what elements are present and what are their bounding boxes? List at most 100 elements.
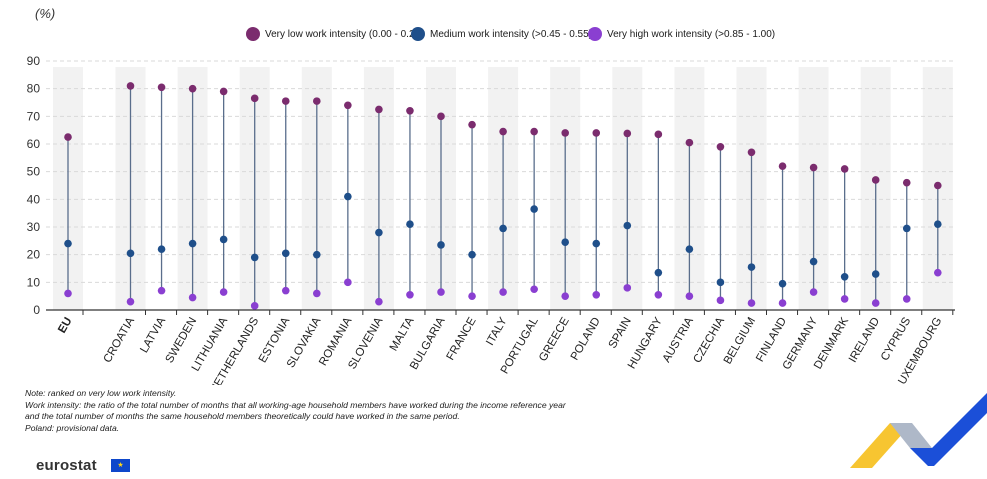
- x-tick-label: MALTA: [388, 315, 417, 353]
- data-point-series-1: [499, 224, 507, 233]
- y-tick-label: 90: [27, 54, 41, 68]
- data-point-series-0: [406, 107, 414, 115]
- data-point-series-1: [313, 250, 321, 259]
- x-tick-label: SPAIN: [607, 316, 634, 351]
- data-point-series-0: [561, 129, 569, 137]
- x-tick-label: ESTONIA: [257, 315, 293, 365]
- note-line: Note: ranked on very low work intensity.: [25, 388, 177, 398]
- data-point-series-0: [934, 181, 942, 190]
- legend-label-very-low: Very low work intensity (0.00 - 0.20): [265, 28, 424, 40]
- note-line: Poland: provisional data.: [25, 422, 120, 433]
- data-point-series-1: [592, 239, 601, 248]
- legend-label-medium: Medium work intensity (>0.45 - 0.55): [430, 28, 593, 40]
- data-point-series-0: [654, 130, 663, 139]
- x-tick-label: CROATIA: [102, 315, 138, 365]
- legend-swatch-medium: [411, 27, 425, 41]
- chart-notes: Note: ranked on very low work intensity.…: [25, 388, 566, 434]
- y-tick-label: 0: [33, 303, 40, 317]
- data-point-series-0: [530, 127, 538, 136]
- data-point-series-1: [902, 224, 911, 233]
- data-point-series-0: [592, 129, 601, 137]
- y-tick-label: 10: [27, 275, 41, 289]
- x-tick-label: CZECHIA: [691, 315, 727, 365]
- data-point-series-1: [716, 278, 725, 287]
- x-tick-label: FRANCE: [445, 315, 479, 362]
- data-point-series-1: [437, 241, 445, 249]
- data-point-series-2: [561, 292, 569, 300]
- data-point-series-1: [809, 257, 818, 266]
- y-tick-label: 30: [27, 220, 41, 234]
- data-point-series-0: [685, 138, 694, 147]
- legend-label-very-high: Very high work intensity (>0.85 - 1.00): [607, 28, 776, 40]
- data-point-series-0: [623, 129, 632, 138]
- data-point-series-0: [126, 82, 135, 90]
- eu-flag-icon: ★: [111, 459, 130, 472]
- data-point-series-0: [219, 87, 228, 96]
- data-point-series-2: [281, 286, 290, 295]
- legend-item-medium: Medium work intensity (>0.45 - 0.55): [411, 27, 592, 41]
- data-point-series-1: [219, 235, 228, 244]
- data-point-series-1: [406, 220, 414, 229]
- data-point-series-0: [499, 127, 507, 136]
- data-point-series-1: [685, 245, 694, 253]
- x-tick-label: EU: [56, 316, 74, 336]
- note-line: Work intensity: the ratio of the total n…: [25, 399, 566, 410]
- data-point-series-1: [561, 238, 569, 247]
- data-point-series-2: [716, 296, 725, 305]
- dot-plot-chart: 0 10 20 30 40 50 60 70 80 90 EU CROATIA LATVIASWEDEN…: [27, 54, 955, 385]
- data-point-series-0: [344, 101, 352, 110]
- data-point-series-2: [468, 292, 476, 300]
- x-tick-label: FINLAND: [754, 316, 789, 365]
- data-point-series-2: [809, 288, 818, 296]
- x-tick-label: SWEDEN: [164, 316, 200, 366]
- data-point-series-0: [716, 142, 725, 151]
- x-tick-label: IRELAND: [847, 316, 882, 365]
- data-point-series-0: [281, 97, 290, 105]
- unit-label: (%): [35, 6, 56, 21]
- data-point-series-1: [654, 268, 663, 277]
- data-point-series-0: [840, 165, 849, 173]
- data-point-series-1: [871, 270, 880, 278]
- y-tick-label: 80: [27, 82, 41, 96]
- data-point-series-0: [747, 148, 756, 157]
- legend-swatch-very-low: [246, 27, 260, 41]
- x-tick-label: POLAND: [569, 316, 603, 363]
- data-point-series-1: [157, 245, 166, 253]
- data-point-series-2: [344, 278, 352, 287]
- data-point-series-1: [344, 192, 352, 201]
- y-tick-label: 40: [27, 192, 41, 206]
- data-point-series-2: [934, 268, 942, 277]
- data-point-series-2: [219, 288, 228, 296]
- legend-item-very-low: Very low work intensity (0.00 - 0.20): [246, 27, 423, 41]
- data-point-series-2: [313, 289, 321, 298]
- data-point-series-0: [902, 178, 911, 187]
- note-line: and the total number of months the same …: [25, 411, 460, 421]
- data-point-series-2: [685, 292, 694, 300]
- x-tick-label: ITALY: [484, 315, 510, 347]
- chart-legend: Very low work intensity (0.00 - 0.20) Me…: [0, 27, 987, 47]
- data-point-series-1: [778, 279, 787, 288]
- data-point-series-1: [530, 205, 538, 213]
- decorative-chevron-icon: [850, 393, 987, 468]
- data-point-series-0: [468, 120, 476, 129]
- data-point-series-2: [126, 297, 135, 306]
- data-point-series-0: [809, 163, 818, 172]
- data-point-series-0: [157, 83, 166, 92]
- data-point-series-0: [871, 176, 880, 184]
- x-tick-label: LATVIA: [138, 315, 168, 355]
- data-point-series-2: [64, 289, 72, 298]
- data-point-series-1: [250, 253, 259, 262]
- data-point-series-1: [623, 221, 632, 230]
- data-point-series-2: [778, 299, 787, 307]
- y-tick-label: 60: [27, 137, 41, 151]
- eurostat-logo: eurostat: [36, 457, 97, 474]
- data-point-series-0: [313, 97, 321, 105]
- data-point-series-2: [592, 290, 601, 299]
- data-point-series-0: [250, 94, 259, 103]
- data-point-series-2: [871, 299, 880, 307]
- data-point-series-2: [437, 288, 445, 296]
- x-tick-label: BELGIUM: [722, 316, 758, 367]
- legend-swatch-very-high: [588, 27, 602, 41]
- data-point-series-2: [840, 295, 849, 303]
- data-point-series-1: [64, 239, 72, 248]
